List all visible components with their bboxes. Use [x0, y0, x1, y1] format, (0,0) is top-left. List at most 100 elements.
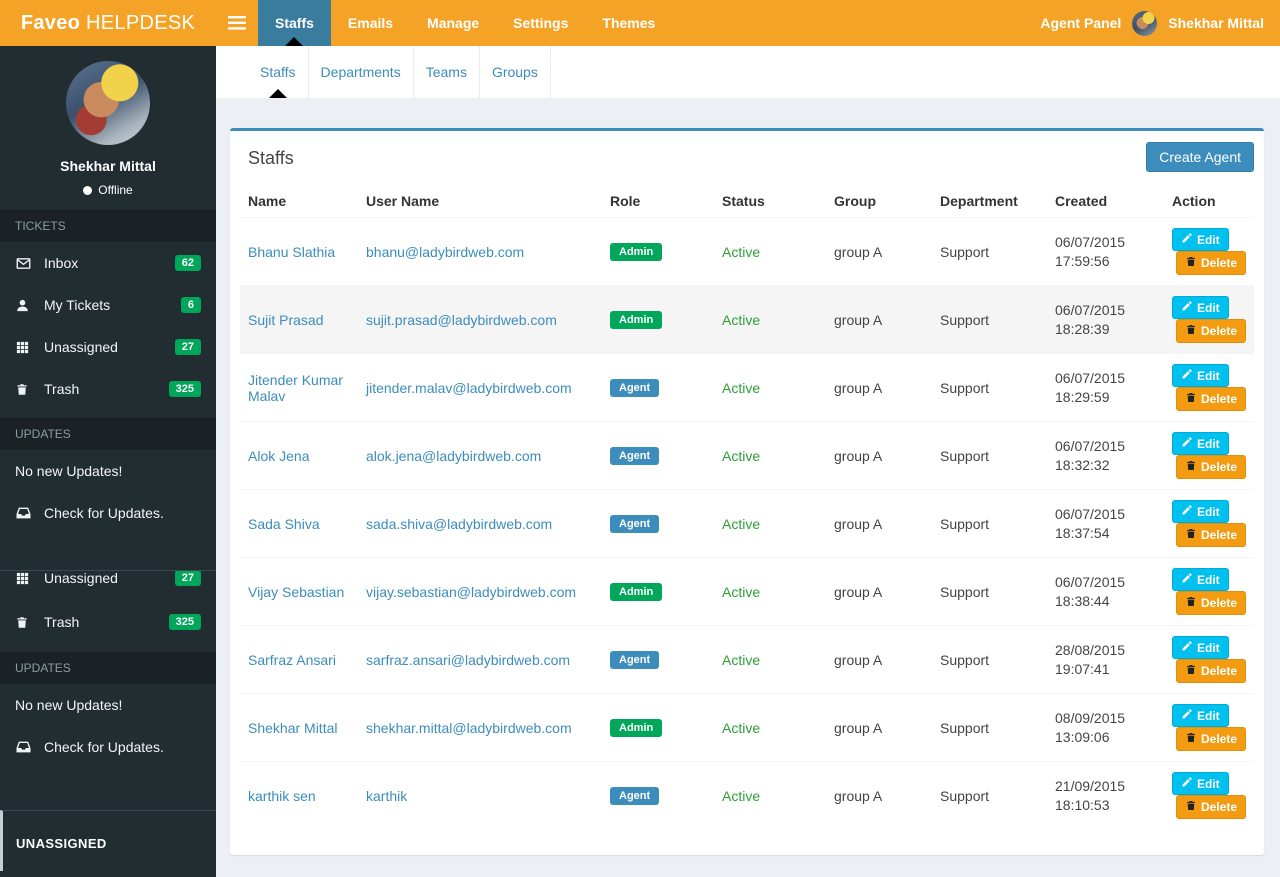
- edit-button[interactable]: Edit: [1172, 568, 1229, 591]
- sidebar-item[interactable]: Unassigned 27: [0, 326, 216, 368]
- column-header: Status: [714, 185, 826, 218]
- inbox-icon: [15, 256, 35, 271]
- secondary-nav-item[interactable]: Teams: [414, 46, 480, 98]
- sidebar-item[interactable]: Inbox 62: [0, 242, 216, 284]
- staff-username-link[interactable]: shekhar.mittal@ladybirdweb.com: [366, 719, 572, 736]
- group-cell: group A: [834, 515, 883, 532]
- staff-username-link[interactable]: alok.jena@ladybirdweb.com: [366, 447, 542, 464]
- delete-button[interactable]: Delete: [1176, 591, 1247, 615]
- department-cell: Support: [940, 583, 990, 600]
- table-row: Sada Shiva sada.shiva@ladybirdweb.com Ag…: [240, 489, 1254, 558]
- secondary-nav-item[interactable]: Departments: [309, 46, 414, 98]
- top-nav-tab[interactable]: Manage: [427, 15, 480, 31]
- staff-name-link[interactable]: karthik sen: [248, 787, 316, 804]
- agent-panel-link[interactable]: Agent Panel: [1040, 15, 1122, 31]
- check-updates-icon: [15, 505, 35, 521]
- role-badge: Admin: [610, 583, 663, 601]
- role-badge: Agent: [610, 651, 660, 669]
- delete-button[interactable]: Delete: [1176, 523, 1247, 547]
- group-cell: group A: [834, 651, 883, 668]
- edit-button[interactable]: Edit: [1172, 432, 1229, 455]
- delete-button[interactable]: Delete: [1176, 387, 1247, 411]
- edit-button[interactable]: Edit: [1172, 704, 1229, 727]
- check-updates-link[interactable]: Check for Updates.: [0, 492, 216, 534]
- sidebar-item[interactable]: My Tickets 6: [0, 284, 216, 326]
- create-agent-button[interactable]: Create Agent: [1146, 142, 1254, 172]
- edit-label: Edit: [1197, 300, 1220, 315]
- delete-button[interactable]: Delete: [1176, 251, 1247, 275]
- staff-username-link[interactable]: sada.shiva@ladybirdweb.com: [366, 515, 553, 532]
- status-text: Active: [722, 311, 761, 328]
- staff-name-link[interactable]: Jitender Kumar Malav: [248, 371, 343, 404]
- edit-label: Edit: [1197, 232, 1220, 247]
- staff-username-link[interactable]: vijay.sebastian@ladybirdweb.com: [366, 583, 577, 600]
- delete-button[interactable]: Delete: [1176, 795, 1247, 819]
- count-badge: 6: [180, 297, 201, 313]
- brand-logo[interactable]: Faveo HELPDESK: [0, 0, 216, 46]
- check-updates-link-2[interactable]: Check for Updates.: [0, 726, 216, 768]
- top-nav-tab[interactable]: Staffs: [258, 0, 331, 46]
- staff-username-link[interactable]: sujit.prasad@ladybirdweb.com: [366, 311, 557, 328]
- edit-button[interactable]: Edit: [1172, 296, 1229, 319]
- department-cell: Support: [940, 243, 990, 260]
- staffs-panel: Staffs Create Agent Name: [230, 128, 1264, 855]
- staff-name-link[interactable]: Sujit Prasad: [248, 311, 324, 328]
- sidebar-item[interactable]: Unassigned 27: [0, 571, 216, 600]
- delete-button[interactable]: Delete: [1176, 659, 1247, 683]
- staff-username-link[interactable]: bhanu@ladybirdweb.com: [366, 243, 525, 260]
- edit-icon: [1181, 572, 1193, 587]
- group-cell: group A: [834, 379, 883, 396]
- delete-label: Delete: [1201, 256, 1238, 270]
- staff-name-link[interactable]: Vijay Sebastian: [248, 583, 345, 600]
- brand-light: HELPDESK: [86, 12, 196, 34]
- edit-button[interactable]: Edit: [1172, 636, 1229, 659]
- top-nav-tab[interactable]: Settings: [513, 15, 569, 31]
- created-time: 18:29:59: [1055, 388, 1110, 405]
- created-date: 06/07/2015: [1055, 369, 1126, 386]
- sidebar-user-status[interactable]: Offline: [0, 183, 216, 197]
- content-area: Staffs Create Agent Name: [216, 98, 1280, 877]
- edit-button[interactable]: Edit: [1172, 500, 1229, 523]
- delete-button[interactable]: Delete: [1176, 455, 1247, 479]
- delete-button[interactable]: Delete: [1176, 727, 1247, 751]
- sidebar-item[interactable]: Trash 325: [0, 600, 216, 644]
- staff-username-link[interactable]: sarfraz.ansari@ladybirdweb.com: [366, 651, 571, 668]
- table-row: Sujit Prasad sujit.prasad@ladybirdweb.co…: [240, 285, 1254, 354]
- menu-toggle-icon[interactable]: [216, 0, 258, 46]
- staff-name-link[interactable]: Bhanu Slathia: [248, 243, 336, 260]
- staff-name-link[interactable]: Shekhar Mittal: [248, 719, 338, 736]
- delete-icon: [1185, 255, 1197, 271]
- edit-button[interactable]: Edit: [1172, 228, 1229, 251]
- sidebar-item-label: My Tickets: [44, 297, 111, 313]
- user-menu[interactable]: Shekhar Mittal: [1168, 15, 1264, 31]
- role-badge: Agent: [610, 447, 660, 465]
- group-cell: group A: [834, 583, 883, 600]
- staff-username-link[interactable]: karthik: [366, 787, 408, 804]
- top-navbar-right: Agent Panel Shekhar Mittal: [1040, 0, 1280, 46]
- delete-button[interactable]: Delete: [1176, 319, 1247, 343]
- staff-name-link[interactable]: Sarfraz Ansari: [248, 651, 336, 668]
- sidebar-section-updates-2: UPDATES: [0, 652, 216, 684]
- trash-icon: [15, 382, 35, 397]
- group-cell: group A: [834, 787, 883, 804]
- user-avatar[interactable]: [1132, 10, 1158, 36]
- status-label: Offline: [98, 183, 133, 197]
- staff-username-link[interactable]: jitender.malav@ladybirdweb.com: [366, 379, 572, 396]
- column-header: Created: [1047, 185, 1164, 218]
- created-time: 13:09:06: [1055, 728, 1110, 745]
- edit-button[interactable]: Edit: [1172, 772, 1229, 795]
- top-nav-tab[interactable]: Emails: [347, 15, 394, 31]
- top-nav-tab[interactable]: Themes: [602, 15, 656, 31]
- staff-name-link[interactable]: Alok Jena: [248, 447, 310, 464]
- edit-button[interactable]: Edit: [1172, 364, 1229, 387]
- column-header: Role: [602, 185, 714, 218]
- secondary-nav-item[interactable]: Staffs: [248, 46, 309, 98]
- panel-footer: [230, 829, 1264, 855]
- edit-icon: [1181, 436, 1193, 451]
- department-cell: Support: [940, 311, 990, 328]
- count-badge: 325: [168, 381, 201, 397]
- staff-name-link[interactable]: Sada Shiva: [248, 515, 320, 532]
- secondary-nav-item[interactable]: Groups: [480, 46, 551, 98]
- delete-label: Delete: [1201, 800, 1238, 814]
- sidebar-item[interactable]: Trash 325: [0, 368, 216, 410]
